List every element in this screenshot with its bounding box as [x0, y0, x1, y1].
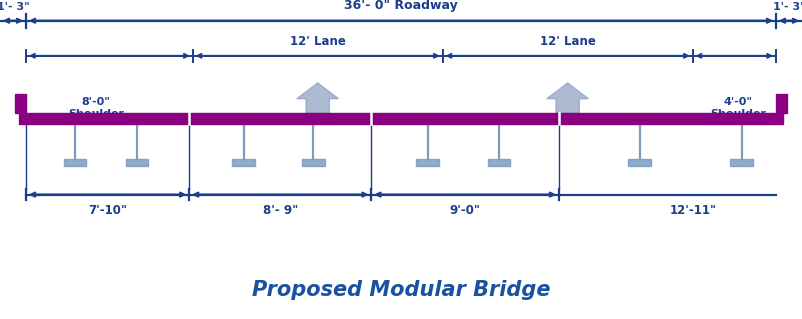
Text: 9'-0": 9'-0"	[450, 204, 480, 217]
Text: 8'-0"
Shoulder: 8'-0" Shoulder	[68, 97, 124, 119]
Bar	[63, 159, 87, 166]
Text: Proposed Modular Bridge: Proposed Modular Bridge	[252, 280, 550, 300]
Bar	[126, 159, 148, 166]
Polygon shape	[547, 83, 589, 113]
Bar	[776, 113, 784, 124]
Text: 1'- 3": 1'- 3"	[772, 2, 802, 12]
Bar	[628, 159, 651, 166]
Text: 8'- 9": 8'- 9"	[263, 204, 298, 217]
Bar	[731, 159, 753, 166]
Text: 12' Lane: 12' Lane	[540, 35, 596, 48]
Bar	[233, 159, 255, 166]
Bar	[14, 94, 26, 113]
Bar	[776, 94, 788, 113]
Text: 7'-10": 7'-10"	[88, 204, 128, 217]
Text: 12'-11": 12'-11"	[670, 204, 717, 217]
Bar	[302, 159, 325, 166]
Text: 1'- 3": 1'- 3"	[0, 2, 30, 12]
Polygon shape	[297, 83, 338, 113]
Bar	[26, 113, 776, 124]
Bar	[488, 159, 510, 166]
Bar	[416, 159, 439, 166]
Text: 36'- 0" Roadway: 36'- 0" Roadway	[344, 0, 458, 12]
Text: 4'-0"
Shoulder: 4'-0" Shoulder	[711, 97, 767, 119]
Text: 12' Lane: 12' Lane	[290, 35, 346, 48]
Bar	[18, 113, 26, 124]
